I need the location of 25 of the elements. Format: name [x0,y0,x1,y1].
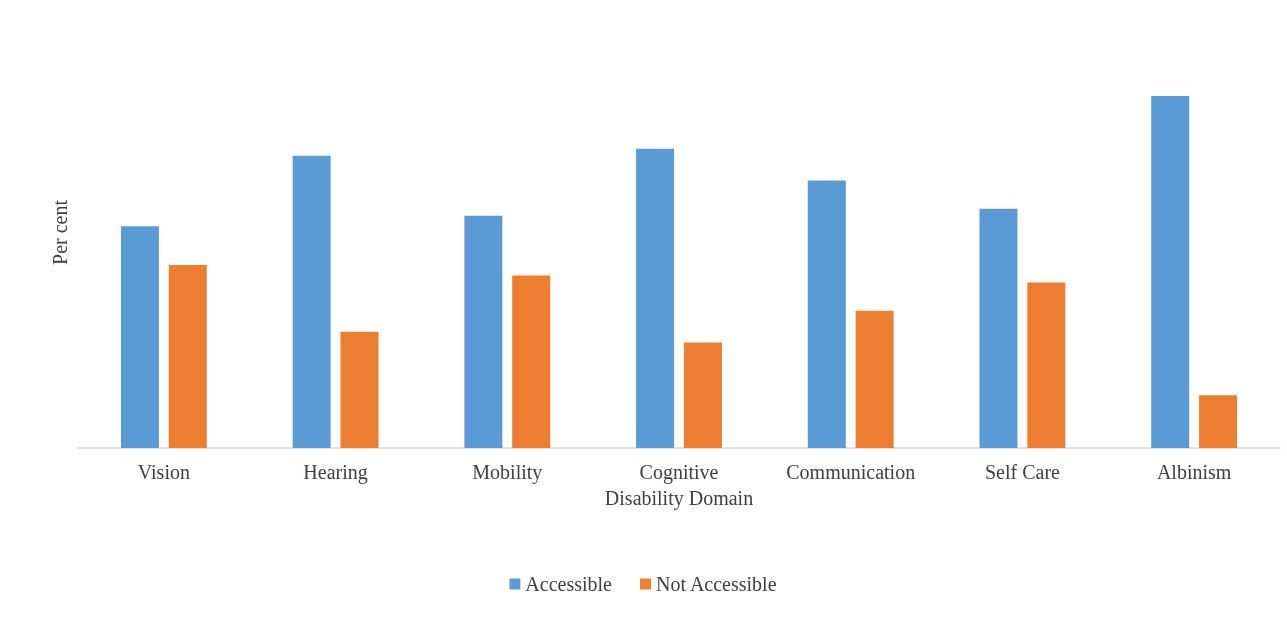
bar [683,342,722,448]
bar [855,310,894,448]
bar [464,215,503,448]
x-tick-label: Mobility [472,461,543,484]
x-tick-label: Hearing [303,461,368,484]
bar [1151,96,1190,448]
bar [340,331,379,448]
bar [168,264,207,448]
legend-label: Accessible [525,573,613,595]
bar [807,180,846,448]
bar [512,275,551,448]
legend-label: Not Accessible [656,573,777,595]
x-axis-title: Disability Domain [604,487,754,510]
bar [979,208,1018,448]
bar [636,148,675,448]
x-tick-label: Albinism [1156,461,1232,483]
bar [120,226,159,448]
bar [1027,282,1066,448]
x-tick-label: Vision [137,461,190,483]
bar [292,155,331,448]
bar [1199,395,1238,448]
y-axis-title: Per cent [49,199,71,265]
x-tick-label: Cognitive [639,461,719,484]
x-tick-label: Communication [786,461,916,483]
x-tick-label: Self Care [984,461,1061,483]
